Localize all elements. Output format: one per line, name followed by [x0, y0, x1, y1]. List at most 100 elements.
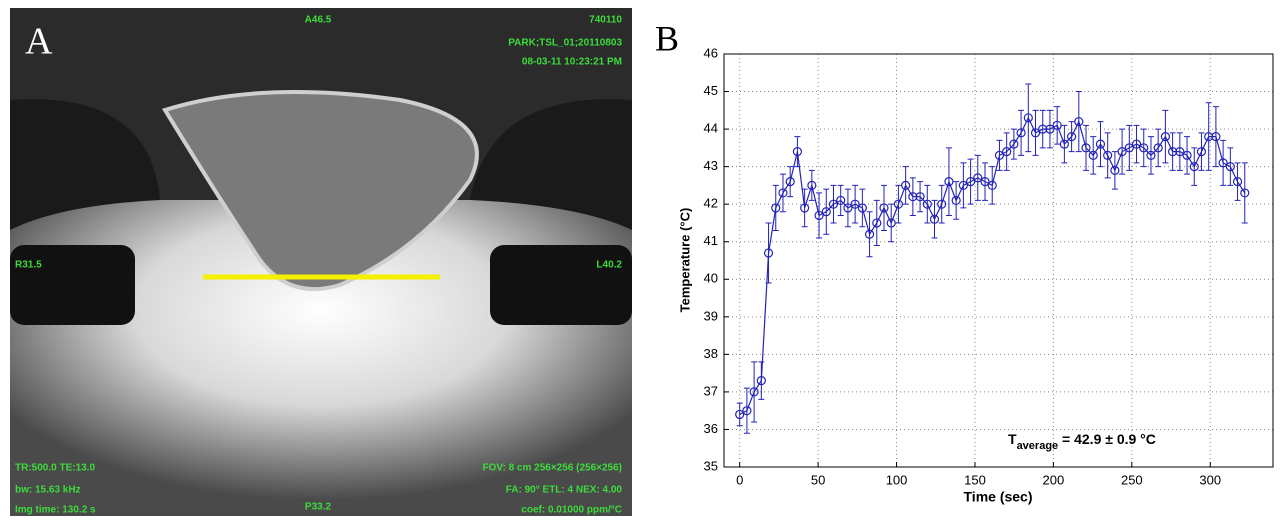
error-bar — [1162, 109, 1169, 164]
data-point — [944, 177, 954, 187]
data-point — [973, 173, 983, 183]
error-bar — [1241, 162, 1248, 224]
error-bar — [996, 139, 1003, 171]
coil-right — [490, 245, 632, 325]
plot-area — [724, 54, 1273, 467]
error-bar — [830, 184, 837, 224]
x-tick-label: 0 — [736, 472, 743, 487]
error-bar — [794, 136, 801, 168]
data-point — [778, 188, 788, 198]
data-point — [1218, 158, 1228, 168]
annotation-rest: = 42.9 ± 0.9 °C — [1058, 431, 1156, 447]
error-bar — [1126, 124, 1133, 171]
x-tick-label: 50 — [811, 472, 825, 487]
error-bar — [1068, 121, 1075, 153]
overlay-text: 08-03-11 10:23:21 PM — [522, 57, 622, 68]
panel-label: B — [655, 18, 679, 58]
data-point — [1030, 128, 1041, 138]
overlay-text: R31.5 — [15, 260, 42, 271]
error-bar — [1140, 128, 1147, 168]
y-tick-label: 45 — [704, 83, 718, 98]
error-bar — [1054, 106, 1061, 145]
overlay-text: FA: 90° ETL: 4 NEX: 4.00 — [506, 485, 623, 496]
error-bar — [1104, 132, 1111, 179]
overlay-text: coef: 0.01000 ppm/°C — [521, 505, 622, 516]
y-axis-label: Temperature (°C) — [677, 208, 692, 313]
data-point — [850, 199, 860, 209]
data-point — [987, 180, 997, 191]
error-bar — [917, 181, 924, 213]
panel-b: B Time (sec) Temperature (°C) 35 36 37 38 39… — [655, 18, 1274, 505]
data-point — [814, 210, 824, 221]
error-bar — [1046, 109, 1053, 149]
annotation: Taverage = 42.9 ± 0.9 °C — [1008, 431, 1156, 452]
data-point — [828, 199, 839, 209]
data-point — [1225, 162, 1235, 172]
data-point — [994, 150, 1005, 160]
data-point — [886, 218, 896, 228]
error-bar — [924, 184, 931, 224]
overlay-text: TR:500.0 TE:13.0 — [15, 463, 95, 474]
error-bar — [1176, 132, 1183, 171]
error-bar — [974, 154, 981, 201]
mri-dark-right — [470, 99, 632, 231]
error-bar — [1097, 121, 1104, 168]
y-tick-label: 35 — [704, 458, 718, 473]
data-point — [1088, 150, 1098, 160]
data-point — [1002, 147, 1012, 157]
data-point — [771, 203, 781, 213]
mri-tissue — [161, 90, 479, 292]
data-point — [901, 180, 911, 191]
data-point — [821, 207, 831, 217]
overlay-text: Img time: 130.2 s — [15, 505, 96, 516]
error-bar — [844, 188, 851, 228]
data-point — [1081, 143, 1091, 153]
error-bar — [960, 162, 967, 209]
data-point — [1117, 147, 1127, 157]
error-bar — [1198, 132, 1205, 171]
error-bar — [1075, 91, 1082, 153]
annotation-main: T — [1008, 431, 1017, 447]
data-point — [908, 192, 918, 202]
data-point — [756, 376, 766, 386]
data-point — [937, 199, 947, 209]
error-bar — [808, 169, 815, 201]
data-point — [1240, 188, 1250, 198]
panel-label: A — [25, 21, 53, 63]
overlay-text: PARK;TSL_01;20110803 — [508, 38, 622, 49]
error-bar — [989, 166, 996, 205]
error-bar — [880, 184, 887, 231]
data-point — [1059, 139, 1069, 149]
coil-left — [10, 245, 135, 325]
error-bar — [1111, 151, 1118, 190]
error-bar — [982, 162, 989, 201]
error-bar — [1039, 109, 1046, 149]
error-bar — [837, 184, 844, 216]
error-bar — [1220, 139, 1227, 186]
data-point — [1103, 150, 1113, 160]
y-tick-label: 36 — [704, 421, 718, 436]
error-bar — [945, 147, 952, 216]
error-bar — [1147, 136, 1154, 175]
data-point — [1110, 165, 1120, 175]
data-point — [742, 406, 752, 416]
data-point — [1175, 147, 1185, 157]
error-bar — [1169, 132, 1176, 171]
error-bar — [1234, 162, 1241, 201]
error-bar — [801, 188, 808, 228]
error-bar — [743, 387, 750, 434]
data-point — [1196, 147, 1207, 157]
x-axis-label: Time (sec) — [964, 489, 1033, 505]
data-point — [1232, 177, 1243, 187]
data-point — [1038, 124, 1048, 134]
error-bar — [873, 199, 880, 246]
data-point — [1095, 139, 1106, 149]
y-tick-label: 42 — [704, 196, 718, 211]
data-point — [843, 203, 853, 213]
data-point — [1023, 113, 1033, 123]
data-point — [965, 177, 976, 187]
data-point — [872, 218, 882, 228]
data-point — [893, 199, 904, 209]
data-point — [1009, 139, 1019, 149]
data-point — [1160, 132, 1170, 142]
